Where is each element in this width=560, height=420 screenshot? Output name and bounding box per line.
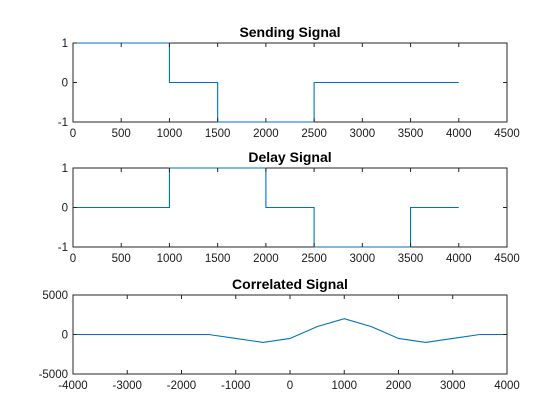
x-tick-label: 2500 <box>301 253 327 265</box>
x-tick-label: 0 <box>70 128 76 140</box>
chart-title: Sending Signal <box>239 24 340 40</box>
y-tick-label: 5000 <box>42 290 68 302</box>
x-tick-label: 2000 <box>386 380 412 392</box>
x-tick-label: 500 <box>112 128 131 140</box>
x-tick-label: -2000 <box>167 380 196 392</box>
y-tick-label: -1 <box>58 242 68 254</box>
y-tick-label: 0 <box>62 203 68 215</box>
x-tick-label: -3000 <box>113 380 142 392</box>
x-tick-label: 3500 <box>398 253 424 265</box>
x-tick-label: 0 <box>287 380 293 392</box>
chart-title: Correlated Signal <box>232 276 348 292</box>
y-tick-label: -5000 <box>39 369 68 381</box>
y-tick-label: 0 <box>62 330 68 342</box>
subplot-1: 0 500 1000 1500 2000 2500 3000 3500 4000 4500-101… <box>58 24 520 140</box>
x-tick-label: -4000 <box>58 380 87 392</box>
x-tick-label: 2000 <box>253 128 279 140</box>
x-tick-label: 3000 <box>350 253 376 265</box>
y-tick-label: 1 <box>62 38 68 50</box>
x-tick-label: 1000 <box>331 380 357 392</box>
series-line-1 <box>73 318 507 343</box>
x-tick-label: 1500 <box>205 128 231 140</box>
x-tick-label: 4500 <box>494 128 520 140</box>
x-tick-label: -1000 <box>221 380 250 392</box>
x-tick-label: 500 <box>112 253 131 265</box>
x-tick-label: 1000 <box>157 128 183 140</box>
subplot-2: 0 500 1000 1500 2000 2500 3000 3500 4000 4500-101… <box>58 149 520 265</box>
x-tick-label: 4500 <box>494 253 520 265</box>
x-tick-label: 3500 <box>398 128 424 140</box>
y-tick-label: 0 <box>62 78 68 90</box>
chart-title: Delay Signal <box>248 149 331 165</box>
x-tick-label: 3000 <box>350 128 376 140</box>
x-tick-label: 1500 <box>205 253 231 265</box>
series-line-1 <box>73 42 459 123</box>
x-tick-label: 4000 <box>446 253 472 265</box>
subplot-3: -4000 -3000 -2000 -1000 0 1000 2000 3000 4000 -50… <box>39 276 520 392</box>
y-tick-label: -1 <box>58 117 68 129</box>
x-tick-label: 2000 <box>253 253 279 265</box>
x-tick-label: 0 <box>70 253 76 265</box>
x-tick-label: 4000 <box>446 128 472 140</box>
x-tick-label: 2500 <box>301 128 327 140</box>
x-tick-label: 3000 <box>440 380 466 392</box>
series-line-1 <box>73 167 459 248</box>
y-tick-label: 1 <box>62 163 68 175</box>
x-tick-label: 1000 <box>157 253 183 265</box>
x-tick-label: 4000 <box>494 380 520 392</box>
